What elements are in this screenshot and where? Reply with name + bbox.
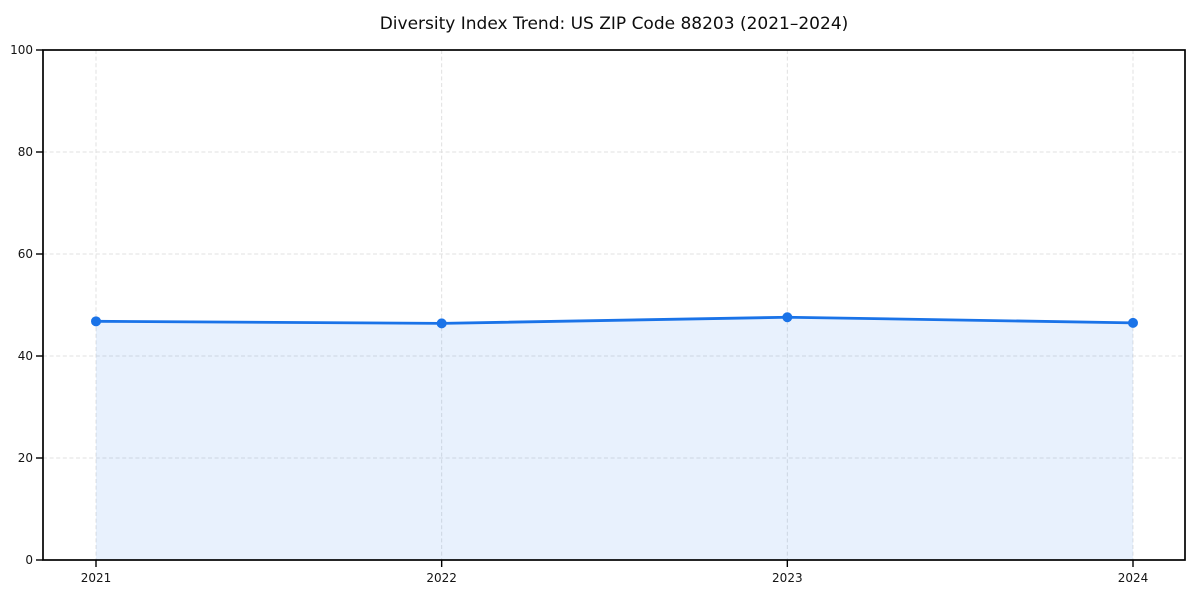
y-tick-label: 80	[18, 145, 33, 159]
data-point-2023	[782, 312, 793, 323]
y-tick-label: 60	[18, 247, 33, 261]
data-point-2024	[1128, 317, 1138, 328]
x-tick-label: 2023	[772, 571, 803, 585]
plot-border	[42, 49, 1186, 561]
trend-line	[94, 315, 1135, 325]
series-area-fill	[96, 317, 1133, 560]
x-tick-label: 2022	[426, 571, 457, 585]
area-fill	[96, 317, 1133, 560]
y-tick-label: 20	[18, 451, 33, 465]
series-line	[94, 315, 1135, 325]
y-tick-label: 40	[18, 349, 33, 363]
axes-box	[42, 49, 1186, 561]
data-points	[91, 312, 1138, 329]
x-tick-label: 2024	[1118, 571, 1149, 585]
y-axis: 0 20 40 60 80 100	[10, 43, 43, 567]
chart-title: Diversity Index Trend: US ZIP Code 88203…	[380, 14, 849, 34]
y-tick-label: 100	[10, 43, 33, 57]
y-tick-label: 0	[25, 553, 33, 567]
x-axis: 2021 2022 2023 2024	[81, 560, 1149, 585]
x-tick-label: 2021	[81, 571, 112, 585]
data-point-2022	[436, 318, 447, 329]
data-point-2021	[91, 316, 101, 327]
